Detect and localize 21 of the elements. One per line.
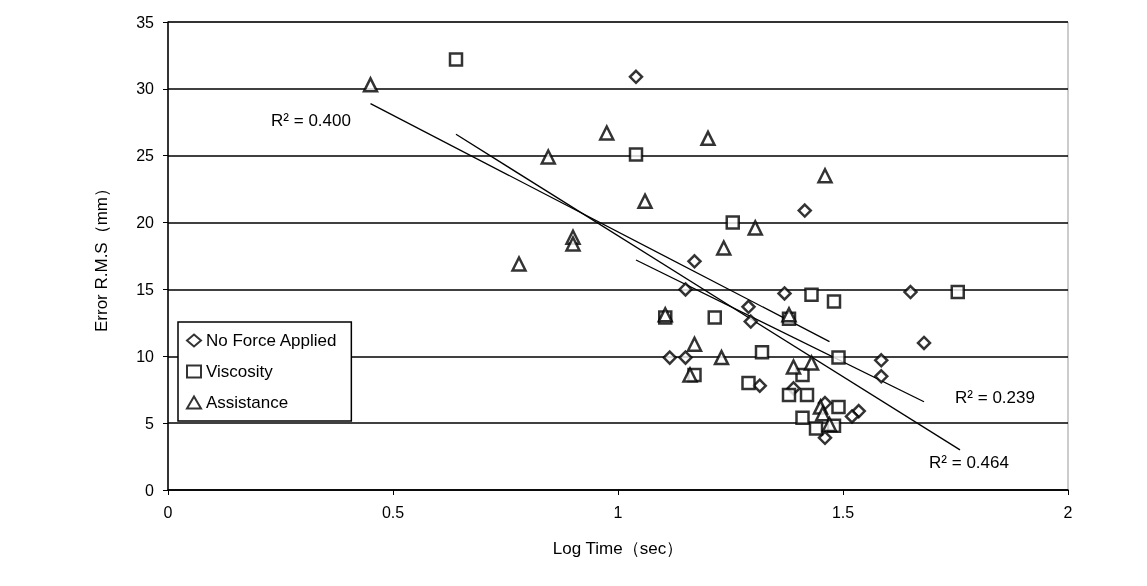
- annotation: R² = 0.239: [955, 387, 1035, 407]
- x-axis-title: Log Time（sec）: [552, 539, 684, 558]
- y-tick-label: 30: [136, 80, 155, 98]
- y-tick-label: 35: [136, 13, 155, 31]
- y-tick-label: 25: [136, 147, 155, 165]
- y-tick-label: 20: [136, 214, 155, 232]
- y-axis-title: Error R.M.S（mm）: [92, 179, 111, 333]
- annotation: R² = 0.400: [271, 110, 351, 130]
- legend-label: Assistance: [206, 393, 289, 412]
- x-tick-label: 0.5: [381, 503, 405, 521]
- y-tick-label: 0: [145, 481, 155, 499]
- legend-label: No Force Applied: [206, 331, 337, 350]
- y-tick-label: 5: [145, 414, 155, 432]
- x-tick-label: 1: [613, 503, 623, 521]
- x-tick-label: 1.5: [831, 503, 855, 521]
- legend-label: Viscosity: [206, 362, 274, 381]
- x-tick-label: 0: [163, 503, 173, 521]
- x-tick-label: 2: [1063, 503, 1073, 521]
- y-tick-label: 10: [136, 347, 155, 365]
- y-tick-label: 15: [136, 280, 155, 298]
- annotation: R² = 0.464: [929, 452, 1009, 472]
